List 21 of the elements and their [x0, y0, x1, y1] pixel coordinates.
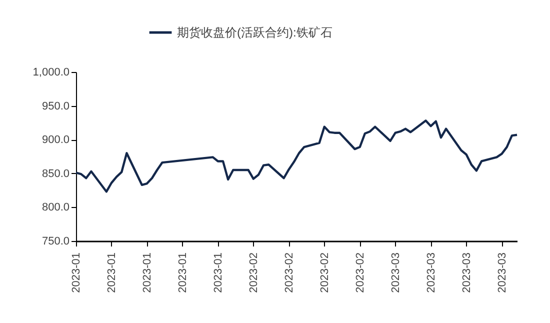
x-tick-label: 2023-02: [283, 252, 296, 293]
line-series: [74, 120, 518, 193]
x-tick-label: 2023-01: [106, 252, 118, 293]
x-tick-label: 2023-03: [460, 252, 473, 293]
legend-label: 期货收盘价(活跃合约):铁矿石: [177, 26, 332, 40]
x-tick-label: 2023-03: [425, 252, 438, 293]
y-tick-label: 1,000.0: [32, 66, 70, 78]
x-tick-label: 2023-02: [354, 252, 366, 293]
x-tick-label: 2023-01: [212, 252, 224, 293]
y-tick-label: 900.0: [42, 134, 70, 146]
x-tick-label: 2023-02: [248, 252, 260, 293]
y-tick-label: 750.0: [42, 236, 70, 248]
x-tick-label: 2023-01: [70, 252, 82, 293]
y-tick-label: 850.0: [42, 168, 70, 180]
x-tick-label: 2023-01: [141, 252, 154, 293]
x-tick-label: 2023-02: [318, 252, 331, 293]
y-tick-label: 950.0: [42, 100, 70, 112]
x-tick-label: 2023-03: [496, 252, 508, 293]
x-tick-label: 2023-01: [176, 252, 189, 293]
x-tick-label: 2023-03: [390, 252, 402, 293]
y-tick-label: 800.0: [42, 202, 70, 214]
